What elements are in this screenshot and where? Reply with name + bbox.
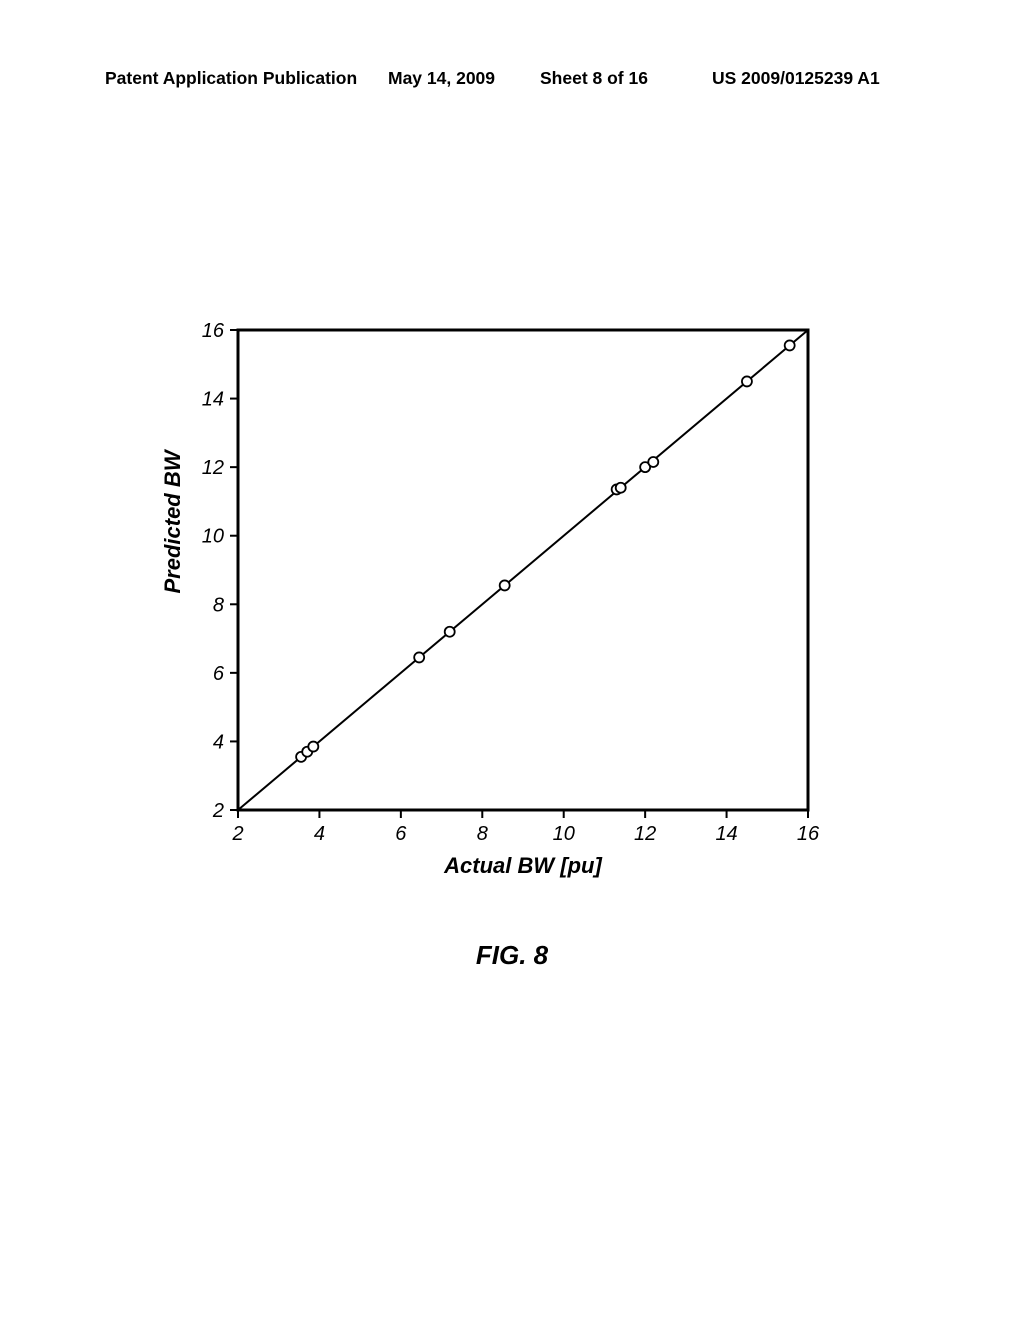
chart-container: 2 4 6 8 10 12 14 16 2 4 6 8 10 12 14 16 Actual BW [pu] Pr… — [140, 320, 870, 920]
svg-text:8: 8 — [477, 823, 488, 845]
svg-text:6: 6 — [213, 663, 225, 685]
svg-text:2: 2 — [212, 800, 224, 822]
svg-text:2: 2 — [231, 823, 243, 845]
svg-text:12: 12 — [202, 457, 224, 479]
svg-text:Predicted BW: Predicted BW — [160, 448, 185, 593]
publication-type: Patent Application Publication — [105, 68, 357, 89]
scatter-chart: 2 4 6 8 10 12 14 16 2 4 6 8 10 12 14 16 Actual BW [pu] Pr… — [140, 320, 870, 920]
publication-date: May 14, 2009 — [388, 68, 495, 89]
sheet-info: Sheet 8 of 16 — [540, 68, 648, 89]
svg-text:6: 6 — [395, 823, 407, 845]
svg-text:4: 4 — [314, 823, 325, 845]
svg-text:8: 8 — [213, 594, 224, 616]
svg-text:4: 4 — [213, 731, 224, 753]
figure-caption: FIG. 8 — [0, 940, 1024, 971]
svg-text:16: 16 — [202, 320, 225, 342]
svg-text:10: 10 — [202, 526, 224, 548]
svg-text:10: 10 — [553, 823, 575, 845]
svg-text:12: 12 — [634, 823, 656, 845]
svg-text:14: 14 — [202, 389, 224, 411]
svg-text:14: 14 — [715, 823, 737, 845]
svg-text:16: 16 — [797, 823, 820, 845]
svg-text:Actual BW [pu]: Actual BW [pu] — [443, 853, 602, 878]
publication-number: US 2009/0125239 A1 — [712, 68, 880, 89]
